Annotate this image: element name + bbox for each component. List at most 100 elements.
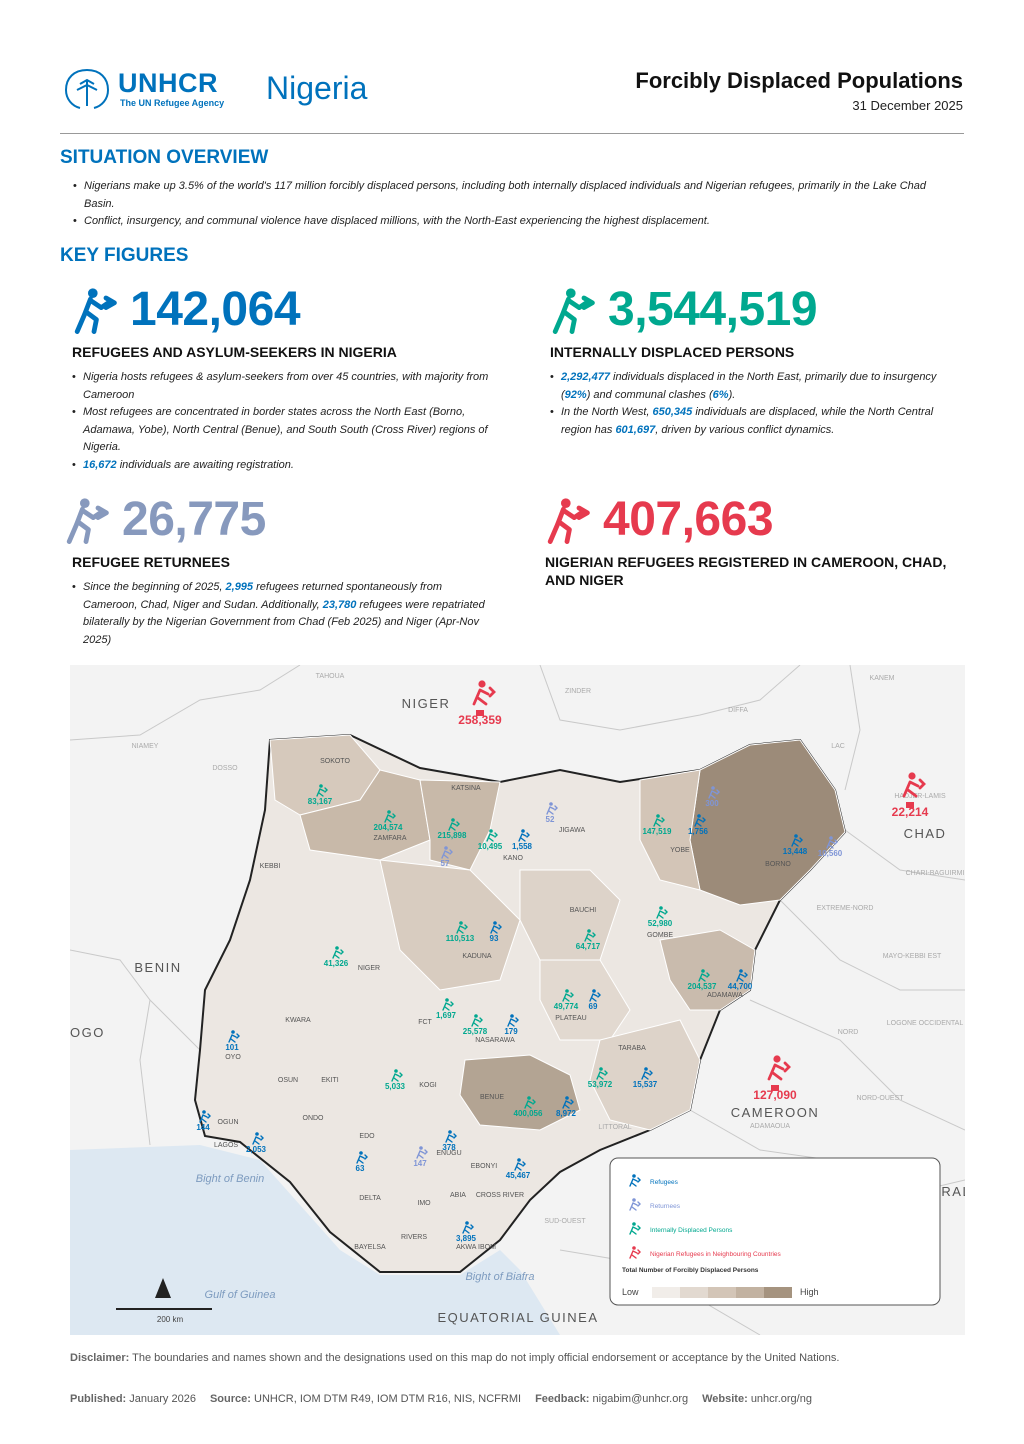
state-name: EKITI [321, 1077, 339, 1084]
legend-swatch [764, 1287, 792, 1298]
marker-body [486, 832, 498, 842]
state-name: RIVERS [401, 1234, 427, 1241]
marker-head [474, 1014, 478, 1018]
state-figure: 1,558 [512, 842, 533, 851]
legend-label: Internally Displaced Persons [650, 1227, 733, 1234]
disclaimer-text: The boundaries and names shown and the d… [132, 1352, 840, 1364]
icon-body [547, 505, 590, 544]
state-figure: 15,537 [633, 1080, 658, 1089]
state-name: TARABA [618, 1045, 646, 1052]
marker-head [701, 969, 705, 973]
abroad-marker [902, 772, 926, 798]
abroad-bar [771, 1085, 779, 1091]
abroad-value: 127,090 [753, 1088, 797, 1102]
bullet-text: In the North West, [561, 406, 653, 418]
meta-label: Website: [702, 1393, 748, 1405]
state-figure: 2,053 [246, 1145, 267, 1154]
meta-item: Feedback: nigabim@unhcr.org [535, 1393, 688, 1405]
marker-head [459, 921, 463, 925]
marker-body [199, 1113, 211, 1123]
state-figure: 93 [490, 934, 499, 943]
state-figure: 52 [546, 815, 555, 824]
marker-head [521, 829, 525, 833]
state-name: AKWA IBOM [456, 1244, 496, 1251]
state-figure: 215,898 [438, 831, 467, 840]
marker-head [632, 1174, 636, 1178]
state-name: YOBE [670, 847, 690, 854]
figure-label: REFUGEE RETURNEES [72, 554, 230, 570]
bullet-highlight: 2,292,477 [561, 371, 610, 383]
state-name: KEBBI [260, 863, 281, 870]
key-figure: 142,064 REFUGEES AND ASYLUM-SEEKERS IN NI… [70, 282, 510, 474]
marker-body [524, 1099, 536, 1109]
icon-head [561, 497, 571, 508]
state-name: OGUN [218, 1119, 239, 1126]
state-figure: 110,513 [446, 934, 475, 943]
marker-body [442, 1001, 454, 1011]
meta-item: Source: UNHCR, IOM DTM R49, IOM DTM R16,… [210, 1393, 521, 1405]
marker-body [356, 1154, 368, 1164]
legend-label: Nigerian Refugees in Neighbouring Countr… [650, 1251, 782, 1258]
marker-head [510, 1014, 514, 1018]
bullet-highlight: 92% [564, 388, 587, 401]
meta-label: Published: [70, 1393, 127, 1405]
state-name: FCT [418, 1019, 432, 1026]
state-name: ENUGU [436, 1150, 461, 1157]
abroad-bar [476, 710, 484, 716]
marker-body [736, 972, 748, 982]
section-heading: SITUATION OVERVIEW [60, 147, 269, 168]
figure-label: INTERNALLY DISPLACED PERSONS [550, 344, 795, 360]
state-name: BAYELSA [354, 1244, 386, 1251]
marker-body [826, 839, 838, 849]
marker-head [908, 772, 916, 780]
state-name: BAUCHI [570, 907, 597, 914]
figure-icon [66, 497, 109, 544]
state-name: KWARA [285, 1017, 311, 1024]
state-figure: 53,972 [588, 1080, 613, 1089]
state-name: PLATEAU [555, 1015, 586, 1022]
marker-head [444, 846, 448, 850]
state-figure: 1,697 [436, 1011, 457, 1020]
legend-label: Refugees [650, 1179, 679, 1186]
marker-head [451, 818, 455, 822]
legend-scale-title: Total Number of Forcibly Displaced Perso… [622, 1267, 759, 1274]
state-figure: 44,700 [728, 982, 753, 991]
marker-head [565, 989, 569, 993]
bullet-highlight: 2,995 [225, 581, 254, 593]
state-name: ADAMAWA [707, 992, 743, 999]
place-name: CHARI-BAGUIRMI [906, 870, 965, 877]
place-name: ZINDER [565, 688, 591, 695]
state-figure: 400,056 [514, 1109, 543, 1118]
legend-box [609, 1157, 941, 1306]
marker-body [546, 805, 558, 815]
meta-item: Website: unhcr.org/ng [702, 1393, 812, 1405]
marker-body [629, 1249, 641, 1259]
state-figure: 52,980 [648, 919, 673, 928]
bullet-text: Most refugees are concentrated in border… [83, 406, 488, 453]
figure-label: NIGERIAN REFUGEES REGISTERED IN CAMEROON… [545, 554, 947, 588]
country-name: OGO [70, 1025, 105, 1040]
overview-bullet: Conflict, insurgency, and communal viole… [73, 213, 953, 231]
state-figure: 378 [442, 1143, 456, 1152]
figure-value: 26,775 [122, 493, 266, 546]
marker-body [514, 1161, 526, 1171]
bullet-text: individuals are awaiting registration. [116, 458, 294, 471]
state-name: KATSINA [451, 785, 481, 792]
marker-head [565, 1096, 569, 1100]
bullet-text: refugees were repatriated bilaterally by… [83, 598, 485, 646]
state-name: CROSS RIVER [476, 1192, 524, 1199]
bullet-text: ). [728, 388, 736, 401]
marker-body [902, 778, 926, 798]
region-low [589, 1019, 701, 1131]
figure-bullet: In the North West, 650,345 individuals a… [550, 404, 950, 439]
figure-bullets: Since the beginning of 2025, 2,995 refug… [62, 579, 492, 649]
figure-value: 3,544,519 [608, 283, 818, 336]
state-name: KOGI [419, 1082, 437, 1089]
legend-swatch [708, 1287, 736, 1298]
state-figure: 144 [196, 1123, 210, 1132]
marker-head [659, 906, 663, 910]
country-name: Nigeria [266, 70, 368, 106]
marker-body [629, 1201, 641, 1211]
state-name: KANO [503, 855, 523, 862]
